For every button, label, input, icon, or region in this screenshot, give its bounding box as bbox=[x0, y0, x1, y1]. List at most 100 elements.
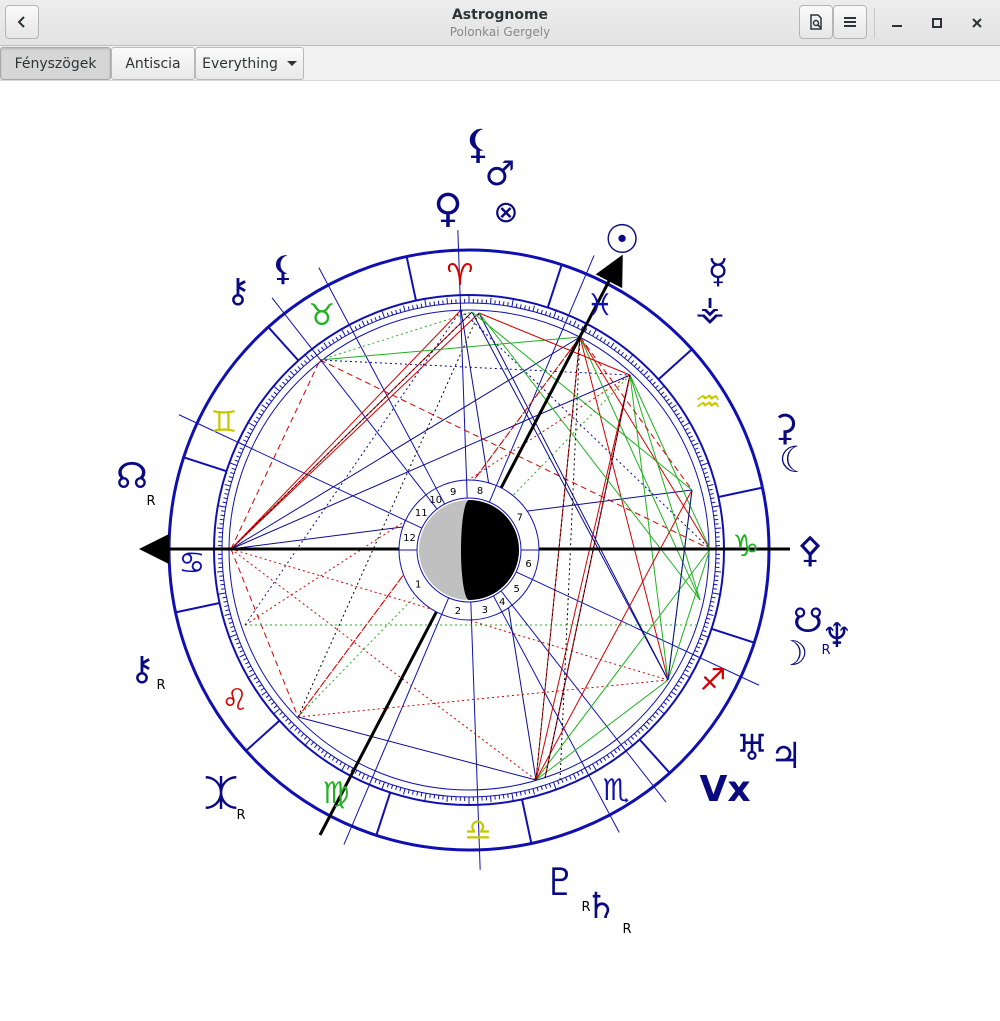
degree-tick bbox=[646, 721, 650, 725]
degree-tick bbox=[328, 754, 332, 759]
capricorn-sign-icon: ♑ bbox=[733, 529, 760, 564]
retrograde-mark: R bbox=[821, 643, 830, 658]
degree-tick bbox=[245, 435, 250, 439]
scorpio-sign-icon: ♏ bbox=[603, 773, 630, 808]
degree-tick bbox=[696, 646, 701, 649]
house-ring-divider bbox=[488, 485, 497, 503]
degree-tick bbox=[710, 497, 715, 500]
degree-tick bbox=[285, 718, 289, 722]
degree-tick bbox=[361, 320, 366, 327]
degree-tick bbox=[282, 714, 286, 719]
maximize-button[interactable] bbox=[922, 8, 952, 38]
degree-tick bbox=[682, 673, 691, 679]
degree-tick bbox=[613, 346, 617, 351]
degree-tick bbox=[370, 318, 373, 323]
degree-tick bbox=[627, 738, 634, 747]
degree-tick bbox=[511, 297, 514, 307]
sign-divider bbox=[546, 264, 563, 308]
house-number: 10 bbox=[429, 495, 442, 506]
degree-tick bbox=[272, 385, 281, 392]
degree-tick bbox=[446, 297, 448, 304]
degree-tick bbox=[633, 363, 638, 367]
chiron-icon: ⚷ bbox=[226, 271, 251, 311]
degree-tick bbox=[446, 796, 448, 803]
saturn-icon: ♄ bbox=[585, 886, 617, 927]
leo-sign-icon: ♌ bbox=[222, 683, 249, 718]
degree-tick bbox=[225, 488, 230, 491]
degree-tick bbox=[268, 698, 273, 702]
house-number: 11 bbox=[415, 508, 428, 519]
degree-tick bbox=[536, 308, 539, 313]
chart-view-button[interactable] bbox=[799, 5, 833, 39]
degree-tick bbox=[390, 784, 394, 789]
degree-tick bbox=[228, 634, 238, 639]
close-button[interactable] bbox=[962, 8, 992, 38]
degree-tick bbox=[617, 746, 621, 751]
degree-tick bbox=[297, 730, 301, 734]
moon-phase-indicator bbox=[419, 500, 519, 600]
degree-tick bbox=[245, 661, 250, 665]
degree-tick bbox=[637, 730, 641, 734]
degree-tick bbox=[223, 497, 228, 500]
maximize-icon bbox=[932, 18, 942, 28]
degree-tick bbox=[358, 324, 362, 329]
degree-tick bbox=[680, 420, 685, 424]
degree-tick bbox=[544, 311, 548, 316]
degree-tick bbox=[700, 634, 710, 639]
degree-tick bbox=[420, 792, 423, 797]
sagittarius-sign-icon: ♐ bbox=[700, 663, 727, 698]
degree-tick bbox=[712, 592, 722, 595]
degree-tick bbox=[713, 583, 718, 586]
degree-tick bbox=[321, 346, 325, 351]
filter-dropdown[interactable]: Everything bbox=[195, 47, 304, 80]
degree-tick bbox=[576, 324, 580, 329]
degree-tick bbox=[675, 684, 680, 688]
moon-upper-icon: ☾ bbox=[779, 440, 811, 481]
south-node-icon: ☋ bbox=[793, 601, 823, 641]
degree-tick bbox=[678, 416, 683, 420]
degree-tick bbox=[640, 369, 644, 373]
degree-tick bbox=[231, 629, 236, 633]
degree-tick bbox=[227, 617, 232, 620]
tab-aspects[interactable]: Fényszögek bbox=[0, 47, 111, 80]
degree-tick bbox=[354, 769, 358, 774]
degree-tick bbox=[660, 391, 665, 395]
degree-tick bbox=[366, 320, 369, 325]
degree-tick bbox=[216, 505, 226, 508]
zodiac-signs: ♈ ♉ ♊ ♋ ♌ ♍ ♎ ♏ ♐ ♑ ♒ ♓ bbox=[179, 258, 760, 848]
degree-tick bbox=[303, 736, 308, 740]
degree-tick bbox=[715, 527, 722, 529]
degree-tick bbox=[230, 471, 235, 475]
degree-tick bbox=[572, 320, 577, 327]
back-button[interactable] bbox=[5, 5, 39, 39]
minimize-button[interactable] bbox=[882, 8, 912, 38]
document-preview-icon bbox=[810, 14, 822, 30]
degree-tick bbox=[247, 665, 252, 669]
degree-tick bbox=[699, 459, 704, 462]
aquarius-sign-icon: ♒ bbox=[695, 385, 722, 420]
degree-tick bbox=[692, 442, 699, 447]
tab-antiscia[interactable]: Antiscia bbox=[111, 47, 195, 80]
degree-tick bbox=[624, 354, 628, 359]
degree-tick bbox=[260, 409, 265, 413]
aries-sign-icon: ♈ bbox=[447, 258, 474, 293]
house-cusp bbox=[343, 614, 443, 845]
house-ring-divider bbox=[435, 487, 446, 505]
main-menu-button[interactable] bbox=[833, 5, 867, 39]
degree-tick bbox=[297, 366, 301, 370]
degree-tick bbox=[331, 339, 335, 344]
degree-tick bbox=[524, 305, 526, 310]
degree-tick bbox=[540, 786, 543, 791]
sign-divider bbox=[657, 348, 693, 381]
degree-tick bbox=[247, 673, 256, 679]
eris-icon: ⯰ bbox=[204, 774, 238, 814]
degree-tick bbox=[663, 395, 668, 399]
degree-tick bbox=[331, 756, 335, 761]
degree-tick bbox=[576, 771, 580, 776]
degree-tick bbox=[234, 459, 239, 462]
degree-tick bbox=[637, 366, 641, 370]
degree-tick bbox=[610, 752, 615, 758]
degree-tick bbox=[433, 301, 436, 306]
degree-tick bbox=[569, 320, 572, 325]
degree-tick bbox=[686, 665, 691, 669]
